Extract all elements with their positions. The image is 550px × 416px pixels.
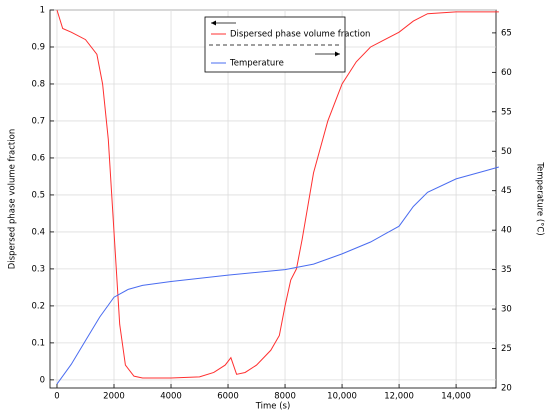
legend-arrow-head [335,51,340,57]
legend-box [204,16,346,73]
y-tick-label: 0.2 [31,301,45,311]
y-tick-label: 0 [40,375,45,385]
y2-tick-label: 60 [501,68,512,78]
y2-tick-label: 40 [501,226,512,236]
x-axis-label: Time (s) [255,402,291,412]
legend-label: Dispersed phase volume fraction [230,30,370,40]
y-tick-label: 0.8 [31,79,45,89]
y-tick-label: 1 [40,6,45,16]
y2-tick-label: 30 [501,305,512,315]
x-tick-label: 8000 [274,392,296,402]
y2-tick-label: 50 [501,147,512,157]
x-tick-label: 12,000 [384,392,414,402]
y2-tick-label: 25 [501,344,512,354]
legend-arrow-head [211,20,216,26]
data-line [56,166,499,385]
y2-tick-label: 20 [501,384,512,394]
y2-tick-label: 65 [501,28,512,38]
y-tick-label: 0.7 [31,116,45,126]
y2-tick-label: 35 [501,265,512,275]
y2-axis-label: Temperature (°C) [535,161,545,235]
x-tick-label: 0 [54,392,59,402]
y-tick-label: 0.4 [31,227,45,237]
y-tick-label: 0.6 [31,153,45,163]
x-tick-label: 6000 [217,392,239,402]
y-axis-label: Dispersed phase volume fraction [8,129,18,269]
data-line [56,9,499,379]
x-tick-label: 14,000 [441,392,471,402]
y-tick-label: 0.1 [31,338,45,348]
legend-label: Temperature [229,59,284,69]
y2-tick-label: 45 [501,186,512,196]
x-tick-label: 2000 [103,392,125,402]
y-tick-label: 0.3 [31,264,45,274]
y-tick-label: 0.9 [31,42,45,52]
plot-area [50,9,499,388]
x-tick-label: 4000 [160,392,182,402]
y-tick-label: 0.5 [31,190,45,200]
legend [204,16,346,73]
y2-tick-label: 55 [501,107,512,117]
x-tick-label: 10,000 [327,392,357,402]
